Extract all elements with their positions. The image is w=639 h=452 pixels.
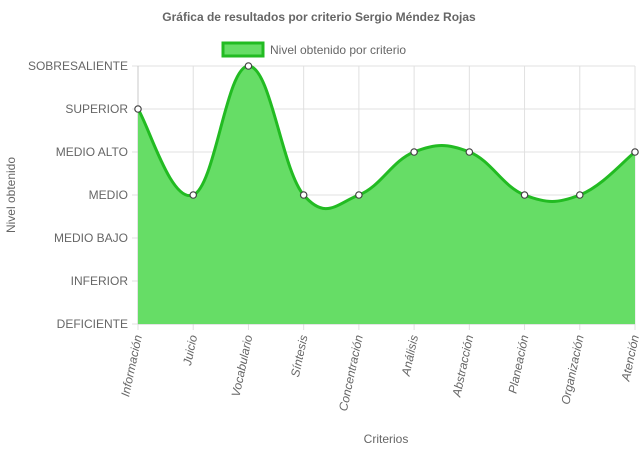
legend[interactable]: Nivel obtenido por criterio (221, 41, 406, 58)
x-axis-title: Criterios (364, 432, 409, 446)
data-point[interactable] (631, 148, 639, 156)
legend-swatch (221, 41, 265, 58)
data-point[interactable] (465, 148, 474, 156)
data-point[interactable] (575, 191, 584, 199)
x-tick-label: Abstracción (449, 333, 476, 399)
data-point[interactable] (355, 191, 363, 199)
data-point[interactable] (189, 191, 198, 199)
data-point[interactable] (299, 191, 308, 199)
x-tick-label: Juicio (180, 333, 200, 367)
legend-label: Nivel obtenido por criterio (270, 43, 406, 57)
x-tick-label: Concentración (336, 333, 366, 412)
y-axis: DEFICIENTE INFERIOR MEDIO BAJO MEDIO MEDIO A… (28, 59, 128, 331)
y-tick-label: MEDIO BAJO (54, 231, 128, 245)
y-tick-label: MEDIO ALTO (56, 145, 128, 159)
y-tick-label: MEDIO (89, 188, 128, 202)
x-tick-label: Información (118, 333, 145, 398)
data-point[interactable] (244, 62, 253, 70)
x-tick-label: Análisis (399, 334, 422, 378)
x-tick-label: Síntesis (288, 334, 311, 379)
data-point[interactable] (134, 105, 142, 113)
x-axis: Información Juicio Vocabulario Síntesis Conc… (118, 333, 639, 412)
data-point[interactable] (520, 191, 529, 199)
chart-title: Gráfica de resultados por criterio Sergi… (162, 10, 476, 24)
x-tick-label: Atención (618, 333, 639, 383)
data-point[interactable] (410, 148, 418, 156)
x-tick-label: Planeación (505, 333, 531, 394)
x-tick-label: Organización (558, 333, 586, 405)
y-tick-label: INFERIOR (71, 274, 129, 288)
y-tick-label: SOBRESALIENTE (28, 59, 128, 73)
y-tick-label: SUPERIOR (65, 102, 128, 116)
y-axis-title: Nivel obtenido (4, 157, 18, 233)
series-area (134, 62, 639, 324)
x-tick-label: Vocabulario (229, 333, 256, 398)
series-area-fill (138, 66, 635, 324)
y-tick-label: DEFICIENTE (57, 317, 128, 331)
